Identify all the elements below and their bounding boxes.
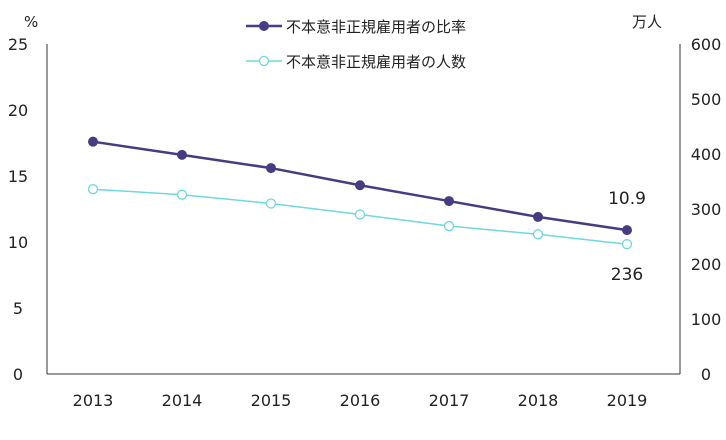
legend-marker-ratio	[259, 21, 269, 31]
point-count	[621, 239, 633, 250]
right-tick-label: 500	[691, 90, 722, 109]
x-tick-label: 2015	[251, 391, 292, 410]
point-count	[265, 198, 277, 209]
x-axis-ticks: 2013 2014 2015 2016 2017 2018 2019	[73, 391, 648, 410]
right-tick-label: 400	[691, 145, 722, 164]
point-ratio	[266, 163, 276, 174]
left-axis-unit: %	[24, 13, 38, 31]
series-layer	[87, 136, 633, 250]
left-tick-label: 25	[8, 35, 28, 54]
x-tick-label: 2017	[429, 391, 470, 410]
legend-marker-count	[258, 55, 270, 67]
right-axis-unit: 万人	[632, 13, 662, 31]
data-label-ratio-2019: 10.9	[608, 189, 646, 209]
right-tick-label: 100	[691, 310, 722, 329]
left-tick-label: 5	[13, 299, 23, 318]
x-tick-label: 2013	[73, 391, 114, 410]
point-ratio	[533, 211, 543, 222]
x-tick-label: 2016	[340, 391, 381, 410]
right-tick-label: 600	[691, 35, 722, 54]
data-label-count-2019: 236	[611, 265, 643, 285]
left-tick-label: 20	[8, 101, 28, 120]
point-count	[354, 209, 366, 220]
left-tick-label: 15	[8, 167, 28, 186]
right-tick-label: 200	[691, 255, 722, 274]
point-ratio	[444, 196, 454, 207]
point-ratio	[88, 136, 98, 147]
point-count	[176, 189, 188, 200]
right-tick-label: 300	[691, 200, 722, 219]
point-count	[443, 220, 455, 232]
left-tick-label: 0	[13, 365, 23, 384]
left-tick-label: 10	[8, 233, 28, 252]
legend-label-ratio: 不本意非正規雇用者の比率	[286, 18, 466, 36]
left-axis-ticks: 0 5 10 15 20 25	[8, 35, 28, 384]
right-tick-label: 0	[701, 365, 711, 384]
x-tick-label: 2018	[518, 391, 559, 410]
legend-label-count: 不本意非正規雇用者の人数	[286, 53, 466, 71]
point-ratio	[177, 149, 187, 160]
point-ratio	[355, 180, 365, 191]
right-axis-ticks: 0 100 200 300 400 500 600	[691, 35, 722, 384]
x-tick-label: 2014	[162, 391, 203, 410]
point-ratio	[622, 225, 632, 236]
x-tick-label: 2019	[607, 391, 648, 410]
legend: 不本意非正規雇用者の比率 不本意非正規雇用者の人数	[246, 18, 466, 71]
point-count	[532, 229, 544, 240]
point-count	[87, 184, 99, 195]
